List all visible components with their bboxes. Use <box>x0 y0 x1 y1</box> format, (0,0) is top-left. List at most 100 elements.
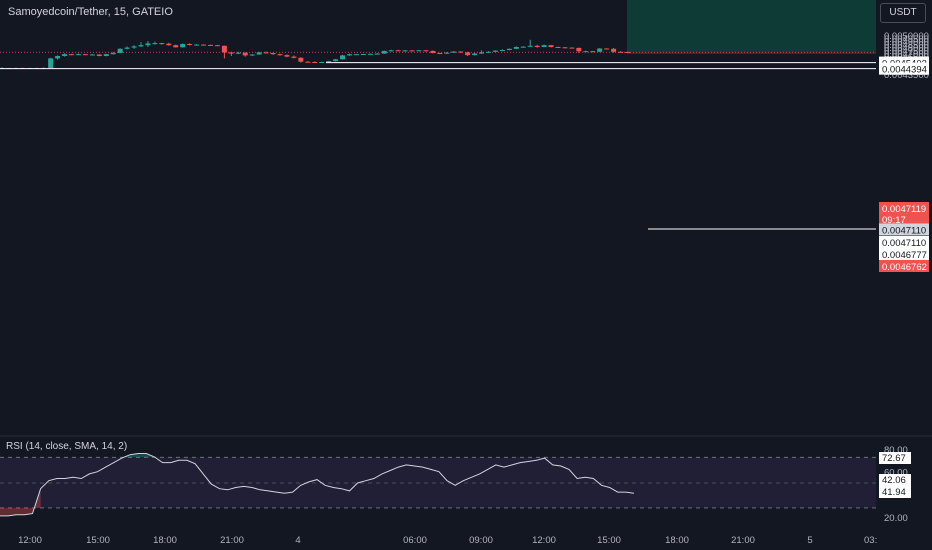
rsi-label-a: 72.67 <box>882 453 906 464</box>
candle-body <box>618 51 624 53</box>
candle-body <box>374 53 380 55</box>
rsi-label-a-bg <box>879 452 911 464</box>
candle-body <box>486 51 491 53</box>
currency-button[interactable]: USDT <box>880 3 926 23</box>
candle-body <box>513 47 519 49</box>
candle-body <box>263 52 269 54</box>
candle-body <box>388 50 394 52</box>
candle-body <box>291 56 297 58</box>
stop-zone <box>627 52 876 54</box>
price-label-current: 0.0047119 <box>882 204 926 215</box>
candle-body <box>187 44 193 45</box>
candle-body <box>548 45 554 47</box>
candle-body <box>180 44 186 48</box>
y-tick-label: 0.0048000 <box>884 43 929 54</box>
candle-body <box>117 48 123 53</box>
candle-body <box>360 54 366 56</box>
rsi-line <box>0 453 635 517</box>
candle-body <box>416 50 422 52</box>
x-tick-label: 06:00 <box>403 535 427 546</box>
candle-body <box>145 43 151 46</box>
x-tick-label: 15:00 <box>86 535 110 546</box>
x-tick-label: 4 <box>295 535 300 546</box>
price-label-level-a-bg <box>879 236 929 248</box>
candle-body <box>89 54 95 56</box>
candle-body <box>62 54 68 56</box>
candle-body <box>131 46 137 48</box>
candle-body <box>583 51 589 53</box>
target-zone <box>627 0 876 53</box>
price-label-0047110-bg <box>879 223 929 236</box>
rsi-band <box>0 457 876 508</box>
candle-body <box>270 53 276 55</box>
candle-body <box>305 61 311 63</box>
chart-title: Samoyedcoin/Tether, 15, GATEIO <box>8 6 173 18</box>
candle-body <box>381 50 387 54</box>
y-tick-label: 0.0047000 <box>884 49 929 60</box>
candle-body <box>534 45 540 47</box>
candle-body <box>506 48 512 50</box>
candle-body <box>604 48 610 50</box>
candle-body <box>444 52 450 54</box>
candle-body <box>409 50 415 52</box>
candle-body <box>395 50 401 52</box>
candle-body <box>562 47 568 49</box>
candle-body <box>319 62 325 63</box>
price-label-level-a: 0.0047110 <box>882 238 926 249</box>
candle-body <box>214 45 220 47</box>
rsi-tick-label: 80.00 <box>884 445 908 456</box>
candle-body <box>138 45 144 47</box>
rsi-label-b-bg <box>879 474 911 486</box>
x-tick-label: 18:00 <box>665 535 689 546</box>
candle-body <box>499 50 505 51</box>
candle-body <box>555 47 561 48</box>
candle-body <box>353 54 359 56</box>
rsi-tick-label: 60.00 <box>884 468 908 479</box>
price-label-level-c: 0.0046762 <box>882 262 927 273</box>
price-label-level-b-bg <box>879 248 929 260</box>
candle-body <box>611 48 617 52</box>
x-tick-label: 21:00 <box>220 535 244 546</box>
price-label-current-bg <box>879 202 929 214</box>
candle-body <box>625 51 630 53</box>
candle-body <box>340 55 346 60</box>
rsi-label-c-bg <box>879 486 911 498</box>
candle-body <box>208 44 213 46</box>
x-tick-label: 12:00 <box>532 535 556 546</box>
candle-body <box>590 51 596 53</box>
candle-body <box>166 43 172 46</box>
candle-body <box>597 48 603 52</box>
candle-body <box>569 47 575 49</box>
y-tick-label: 0.0047500 <box>884 46 929 57</box>
candle-body <box>479 52 485 54</box>
candle-body <box>159 43 165 45</box>
rsi-label-b: 42.06 <box>882 475 906 486</box>
price-label-level-e: 0.0044394 <box>882 65 927 76</box>
candle-body <box>96 54 102 56</box>
candle-body <box>221 45 227 53</box>
candle-body <box>75 54 81 56</box>
x-tick-label: 15:00 <box>597 535 621 546</box>
candle-body <box>48 58 54 68</box>
candle-body <box>347 54 352 56</box>
x-tick-label: 12:00 <box>18 535 42 546</box>
candle-body <box>465 52 471 56</box>
rsi-title: RSI (14, close, SMA, 14, 2) <box>6 441 128 452</box>
candle-body <box>333 59 339 62</box>
y-tick-label: 0.0043500 <box>884 70 929 81</box>
candle-body <box>451 51 457 53</box>
y-tick-label: 0.0048500 <box>884 40 929 51</box>
candle-body <box>284 55 290 57</box>
price-label-0047110: 0.0047110 <box>882 226 926 237</box>
candle-body <box>402 50 408 52</box>
candle-body <box>201 44 207 46</box>
candle-body <box>235 52 241 54</box>
candle-body <box>103 54 109 56</box>
candle-body <box>437 53 443 54</box>
rsi-label-c: 41.94 <box>882 487 906 498</box>
x-tick-label: 03: <box>864 535 877 546</box>
candle-body <box>520 46 526 48</box>
countdown-bg <box>879 214 929 226</box>
